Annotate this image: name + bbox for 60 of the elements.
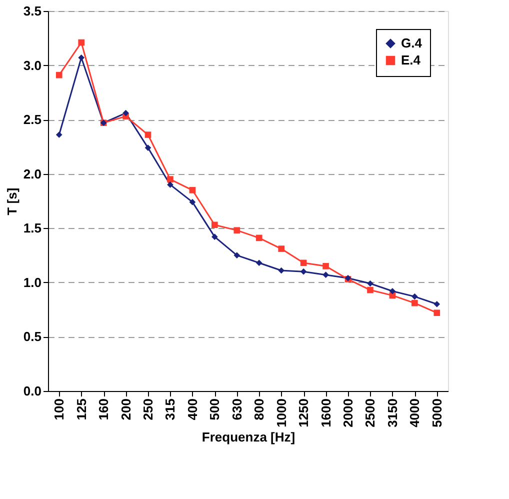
point xyxy=(322,272,329,278)
y-axis-title: T [s] xyxy=(4,188,20,216)
point xyxy=(167,176,174,182)
x-tick-label: 2000 xyxy=(340,398,356,428)
x-tick-label: 1250 xyxy=(296,398,312,428)
point xyxy=(322,262,329,270)
legend-label: E.4 xyxy=(401,52,422,68)
point xyxy=(234,252,240,258)
point xyxy=(412,300,418,306)
y-tick-label: 1.5 xyxy=(23,220,42,236)
x-tick-label: 500 xyxy=(207,398,222,420)
x-tick-label: 315 xyxy=(162,398,178,420)
point xyxy=(300,268,307,275)
x-tick-label: 4000 xyxy=(407,398,422,428)
x-tick-label: 125 xyxy=(74,398,89,420)
y-tick-label: 3.5 xyxy=(23,4,42,18)
point xyxy=(256,234,262,242)
point xyxy=(56,132,62,138)
y-tick-label: 3.0 xyxy=(23,58,42,73)
x-tick-label: 3150 xyxy=(384,398,400,428)
y-tick-label: 2.5 xyxy=(23,112,42,128)
x-tick-label: 630 xyxy=(229,398,244,420)
y-tick-label: 2.0 xyxy=(23,166,42,182)
y-tick-label: 0.0 xyxy=(23,384,42,398)
point xyxy=(389,288,396,294)
x-tick-label: 200 xyxy=(118,398,134,420)
point xyxy=(367,280,374,287)
y-tick-label: 1.0 xyxy=(23,274,42,290)
point xyxy=(189,186,196,194)
x-tick-label: 1000 xyxy=(274,398,289,428)
point xyxy=(56,72,62,78)
point xyxy=(434,310,440,316)
point xyxy=(278,246,284,252)
point xyxy=(300,260,307,266)
x-tick-label: 160 xyxy=(96,398,112,420)
point xyxy=(434,300,440,308)
x-tick-label: 1600 xyxy=(318,398,334,428)
point xyxy=(144,144,152,151)
point xyxy=(167,182,174,188)
point xyxy=(78,39,84,46)
x-tick-label: 400 xyxy=(184,398,200,420)
x-tick-label: 250 xyxy=(140,398,156,420)
point xyxy=(122,110,129,116)
y-tick-label: 0.5 xyxy=(23,329,42,344)
x-tick-label: 5000 xyxy=(429,398,444,428)
point xyxy=(212,234,218,240)
point xyxy=(78,54,84,61)
point xyxy=(367,286,374,294)
point xyxy=(278,267,284,274)
point xyxy=(144,132,152,138)
legend-label: G.4 xyxy=(401,36,423,50)
point xyxy=(189,198,196,206)
point xyxy=(234,227,240,234)
x-axis-title: Frequenza [Hz] xyxy=(202,429,296,444)
point xyxy=(256,260,262,266)
point xyxy=(212,222,218,228)
x-tick-label: 800 xyxy=(252,398,267,420)
x-tick-label: 100 xyxy=(52,398,67,420)
point xyxy=(412,293,418,300)
x-tick-label: 2500 xyxy=(362,398,378,428)
